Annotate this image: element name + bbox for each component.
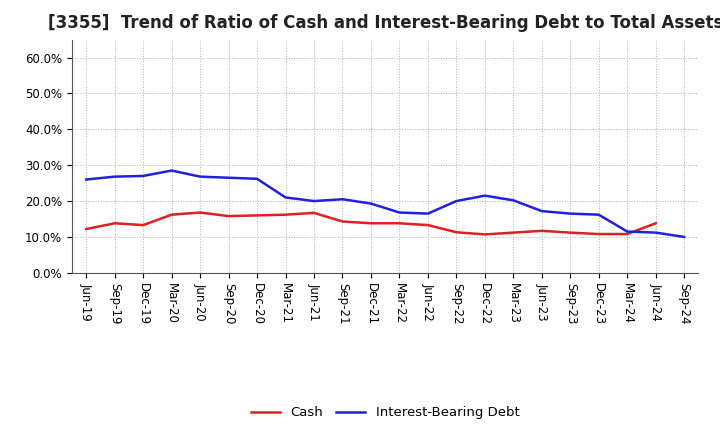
Interest-Bearing Debt — [167, 168, 176, 173]
Cash — [338, 219, 347, 224]
Interest-Bearing Debt — [537, 209, 546, 214]
Legend: Cash, Interest-Bearing Debt: Cash, Interest-Bearing Debt — [246, 401, 525, 424]
Interest-Bearing Debt — [366, 201, 375, 206]
Interest-Bearing Debt — [395, 210, 404, 215]
Line: Cash: Cash — [86, 213, 656, 235]
Cash — [509, 230, 518, 235]
Interest-Bearing Debt — [480, 193, 489, 198]
Cash — [139, 223, 148, 228]
Interest-Bearing Debt — [452, 198, 461, 204]
Cash — [566, 230, 575, 235]
Cash — [282, 212, 290, 217]
Interest-Bearing Debt — [338, 197, 347, 202]
Interest-Bearing Debt — [82, 177, 91, 182]
Interest-Bearing Debt — [509, 198, 518, 203]
Cash — [395, 220, 404, 226]
Interest-Bearing Debt — [225, 175, 233, 180]
Cash — [595, 231, 603, 237]
Interest-Bearing Debt — [623, 229, 631, 234]
Cash — [310, 210, 318, 216]
Cash — [110, 220, 119, 226]
Interest-Bearing Debt — [253, 176, 261, 181]
Title: [3355]  Trend of Ratio of Cash and Interest-Bearing Debt to Total Assets: [3355] Trend of Ratio of Cash and Intere… — [48, 15, 720, 33]
Interest-Bearing Debt — [310, 198, 318, 204]
Interest-Bearing Debt — [595, 212, 603, 217]
Cash — [537, 228, 546, 234]
Cash — [167, 212, 176, 217]
Interest-Bearing Debt — [423, 211, 432, 216]
Interest-Bearing Debt — [110, 174, 119, 179]
Cash — [480, 232, 489, 237]
Interest-Bearing Debt — [139, 173, 148, 179]
Cash — [253, 213, 261, 218]
Interest-Bearing Debt — [566, 211, 575, 216]
Interest-Bearing Debt — [652, 230, 660, 235]
Interest-Bearing Debt — [196, 174, 204, 179]
Cash — [452, 230, 461, 235]
Cash — [652, 220, 660, 226]
Cash — [196, 210, 204, 215]
Cash — [423, 223, 432, 228]
Cash — [366, 220, 375, 226]
Line: Interest-Bearing Debt: Interest-Bearing Debt — [86, 171, 684, 237]
Cash — [225, 213, 233, 219]
Cash — [82, 227, 91, 232]
Interest-Bearing Debt — [282, 195, 290, 200]
Interest-Bearing Debt — [680, 234, 688, 239]
Cash — [623, 231, 631, 237]
